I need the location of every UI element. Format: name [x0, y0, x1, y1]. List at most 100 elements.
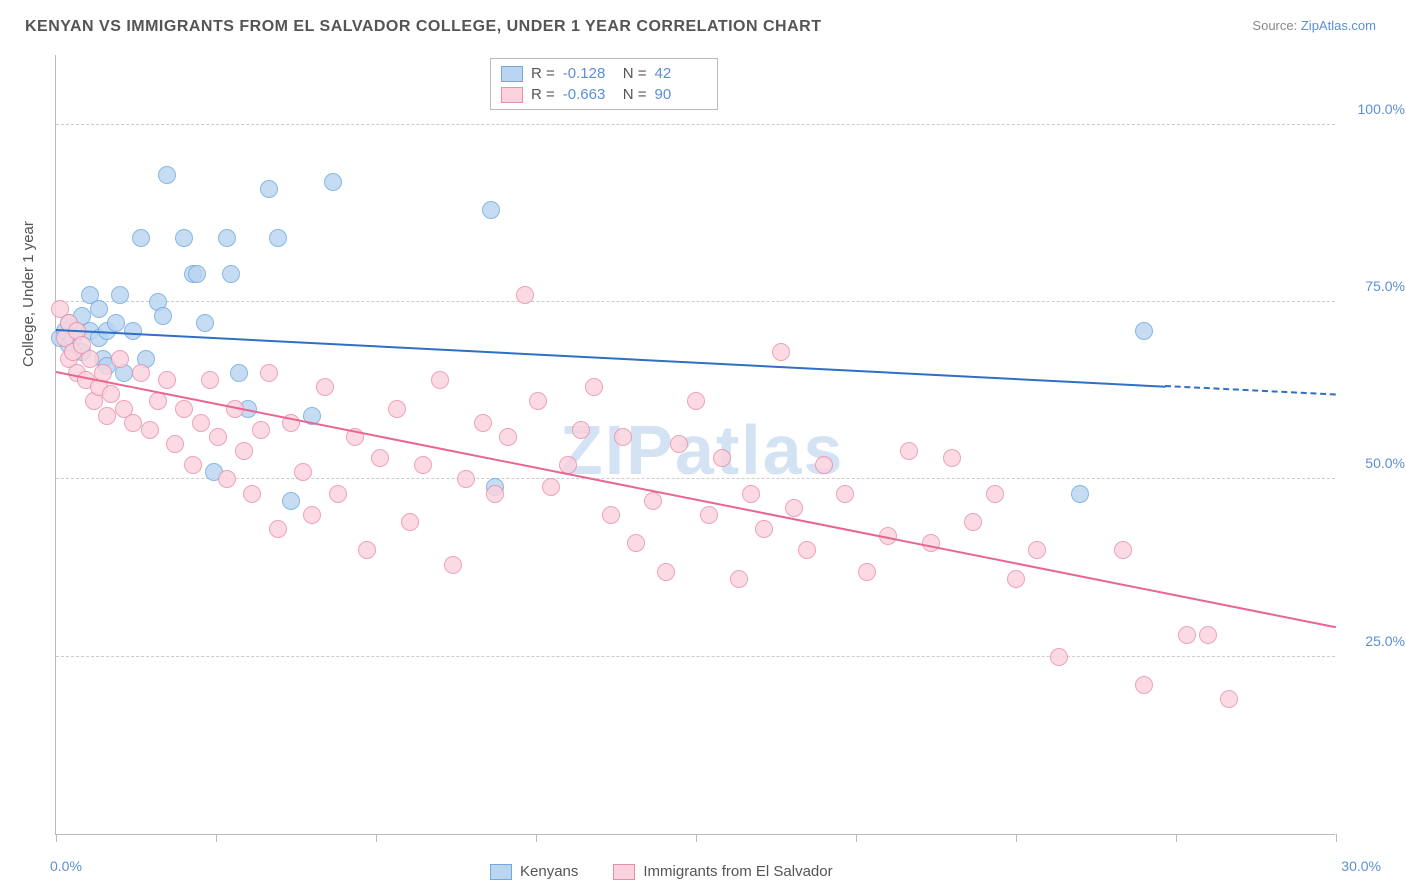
el_salvador-point	[158, 371, 176, 389]
el_salvador-point	[192, 414, 210, 432]
kenyans-point	[132, 229, 150, 247]
r-label: R =	[531, 86, 555, 103]
el_salvador-point	[184, 456, 202, 474]
el_salvador-point	[414, 456, 432, 474]
el_salvador-point	[260, 364, 278, 382]
el_salvador-point	[964, 513, 982, 531]
kenyans-point	[188, 265, 206, 283]
kenyans-point	[124, 322, 142, 340]
y-tick-label: 100.0%	[1345, 101, 1405, 117]
el_salvador-point	[1050, 648, 1068, 666]
el_salvador-point	[132, 364, 150, 382]
n-label: N =	[623, 65, 647, 82]
watermark: ZIPatlas	[560, 410, 844, 490]
el_salvador-point	[329, 485, 347, 503]
elsalvador-swatch	[613, 864, 635, 880]
el_salvador-point	[755, 520, 773, 538]
el_salvador-point	[358, 541, 376, 559]
gridline	[56, 656, 1335, 657]
el_salvador-point	[742, 485, 760, 503]
source-prefix: Source:	[1252, 18, 1297, 33]
el_salvador-point	[798, 541, 816, 559]
legend-item-kenyans: Kenyans	[490, 863, 578, 880]
el_salvador-point	[175, 400, 193, 418]
el_salvador-point	[772, 343, 790, 361]
kenyans-point	[269, 229, 287, 247]
el_salvador-point	[687, 392, 705, 410]
el_salvador-point	[1178, 626, 1196, 644]
kenyans-point	[222, 265, 240, 283]
el_salvador-point	[235, 442, 253, 460]
el_salvador-point	[785, 499, 803, 517]
el_salvador-point	[900, 442, 918, 460]
kenyans-point	[218, 229, 236, 247]
gridline	[56, 301, 1335, 302]
source-link[interactable]: ZipAtlas.com	[1301, 18, 1376, 33]
el_salvador-point	[657, 563, 675, 581]
el_salvador-point	[124, 414, 142, 432]
el_salvador-point	[1220, 690, 1238, 708]
el_salvador-point	[401, 513, 419, 531]
kenyans-point	[282, 492, 300, 510]
kenyans-point	[175, 229, 193, 247]
el_salvador-point	[486, 485, 504, 503]
kenyans-point	[260, 180, 278, 198]
el_salvador-point	[529, 392, 547, 410]
x-tick	[216, 834, 217, 842]
y-tick-label: 25.0%	[1345, 633, 1405, 649]
el_salvador-point	[243, 485, 261, 503]
kenyans-swatch	[490, 864, 512, 880]
el_salvador-point	[730, 570, 748, 588]
el_salvador-point	[858, 563, 876, 581]
el_salvador-point	[572, 421, 590, 439]
el_salvador-point	[457, 470, 475, 488]
x-tick	[856, 834, 857, 842]
x-axis-min-label: 0.0%	[50, 858, 82, 874]
el_salvador-point	[98, 407, 116, 425]
el_salvador-point	[388, 400, 406, 418]
x-tick	[56, 834, 57, 842]
kenyans-point	[158, 166, 176, 184]
kenyans-point	[154, 307, 172, 325]
el_salvador-point	[1114, 541, 1132, 559]
el_salvador-point	[209, 428, 227, 446]
el_salvador-point	[316, 378, 334, 396]
el_salvador-point	[1007, 570, 1025, 588]
kenyans-swatch	[501, 66, 523, 82]
kenyans-point	[1071, 485, 1089, 503]
el_salvador-point	[836, 485, 854, 503]
r-label: R =	[531, 65, 555, 82]
el_salvador-point	[670, 435, 688, 453]
el_salvador-point	[166, 435, 184, 453]
x-tick	[536, 834, 537, 842]
kenyans-point	[196, 314, 214, 332]
elsalvador-legend-label: Immigrants from El Salvador	[643, 863, 832, 880]
el_salvador-point	[201, 371, 219, 389]
el_salvador-point	[614, 428, 632, 446]
x-tick	[376, 834, 377, 842]
el_salvador-point	[474, 414, 492, 432]
kenyans-point	[324, 173, 342, 191]
chart-container: KENYAN VS IMMIGRANTS FROM EL SALVADOR CO…	[0, 0, 1406, 892]
x-tick	[1336, 834, 1337, 842]
el_salvador-point	[431, 371, 449, 389]
el_salvador-point	[815, 456, 833, 474]
el_salvador-point	[700, 506, 718, 524]
el_salvador-point	[499, 428, 517, 446]
y-tick-label: 50.0%	[1345, 455, 1405, 471]
el_salvador-point	[943, 449, 961, 467]
kenyans-point	[111, 286, 129, 304]
n-label: N =	[623, 86, 647, 103]
el_salvador-point	[111, 350, 129, 368]
x-axis-max-label: 30.0%	[1341, 858, 1381, 874]
el_salvador-point	[294, 463, 312, 481]
kenyans-point	[90, 300, 108, 318]
el_salvador-point	[371, 449, 389, 467]
el_salvador-point	[444, 556, 462, 574]
el_salvador-point	[303, 506, 321, 524]
el_salvador-point	[602, 506, 620, 524]
x-tick	[696, 834, 697, 842]
elsalvador-n-value: 90	[655, 86, 707, 103]
source-label: Source: ZipAtlas.com	[1252, 18, 1376, 33]
el_salvador-point	[516, 286, 534, 304]
